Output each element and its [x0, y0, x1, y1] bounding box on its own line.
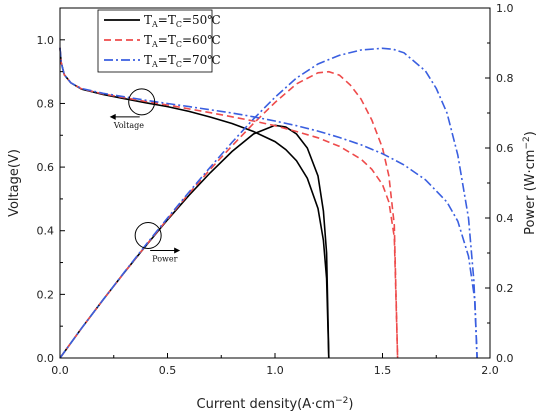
annotation-arrowhead: [174, 247, 181, 254]
x-tick-label: 2.0: [481, 364, 499, 377]
annotation-circle: [128, 88, 156, 116]
legend-label-1: TA=TC=50℃: [144, 13, 221, 29]
series-line-1-left: [59, 47, 330, 359]
x-tick-label: 0.5: [159, 364, 177, 377]
left-y-axis-ticks: 0.0 0.2 0.4 0.6 0.8 1.0: [37, 7, 65, 365]
legend: TA=TC=50℃ TA=TC=60℃ TA=TC=70℃: [97, 9, 221, 73]
annotation-circle: [134, 222, 162, 249]
right-y-tick-label: 0.4: [496, 212, 514, 225]
right-y-tick-label: 0.8: [496, 72, 514, 85]
right-y-axis-title: Power (W·cm−2): [522, 131, 538, 235]
left-y-tick-label: 0.4: [37, 225, 55, 238]
plot-lines: [59, 47, 478, 359]
series-line-2-right: [59, 124, 330, 359]
left-y-tick-label: 1.0: [37, 34, 55, 47]
left-y-tick-label: 0.6: [37, 161, 55, 174]
annotation-power: Power: [150, 247, 181, 264]
left-y-tick-label: 0.8: [37, 97, 55, 110]
legend-label-3: TA=TC=70℃: [144, 53, 221, 69]
annotation-label: Voltage: [113, 121, 145, 130]
annotation-label: Power: [152, 255, 177, 264]
x-axis-ticks: 0.0 0.5 1.0 1.5 2.0: [51, 353, 499, 377]
series-line-4-right: [59, 70, 399, 359]
annotation-arrowhead: [109, 113, 116, 120]
right-y-axis-ticks: 0.0 0.2 0.4 0.6 0.8 1.0: [485, 2, 514, 365]
right-y-tick-label: 0.2: [496, 282, 514, 295]
legend-label-2: TA=TC=60℃: [144, 33, 221, 49]
x-axis-title: Current density(A·cm−2): [197, 396, 354, 412]
annotations: Voltage Power: [109, 88, 181, 264]
left-y-tick-label: 0.0: [37, 352, 55, 365]
series-line-3-left: [59, 47, 399, 359]
series-line-6-right: [59, 47, 478, 359]
x-tick-label: 1.5: [374, 364, 392, 377]
x-tick-label: 0.0: [51, 364, 69, 377]
right-y-tick-label: 0.0: [496, 352, 514, 365]
right-y-tick-label: 1.0: [496, 2, 514, 15]
left-y-tick-label: 0.2: [37, 288, 55, 301]
x-tick-label: 1.0: [266, 364, 284, 377]
left-y-axis-title: Voltage(V): [7, 149, 22, 217]
right-y-tick-label: 0.6: [496, 142, 514, 155]
series-line-5-left: [59, 47, 478, 359]
annotation-voltage: Voltage: [109, 113, 145, 130]
